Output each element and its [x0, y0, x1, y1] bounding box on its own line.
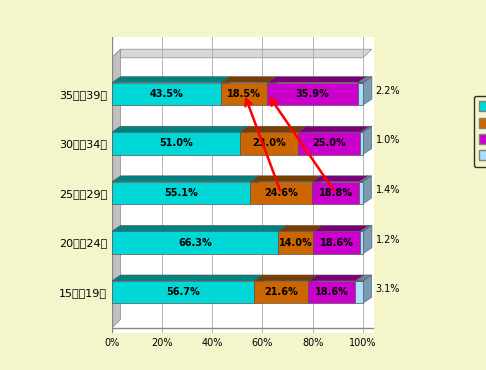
Bar	[221, 83, 267, 105]
Polygon shape	[254, 275, 263, 303]
Bar	[250, 182, 312, 204]
Bar	[240, 132, 297, 155]
Polygon shape	[363, 225, 372, 254]
Bar	[267, 83, 358, 105]
Text: 18.6%: 18.6%	[320, 238, 354, 248]
Text: 55.1%: 55.1%	[164, 188, 198, 198]
Bar	[355, 281, 363, 303]
Bar	[112, 132, 240, 155]
Polygon shape	[358, 77, 366, 105]
Legend: ケータイ, パソコン, テレビ, ゲーム機: ケータイ, パソコン, テレビ, ゲーム機	[474, 96, 486, 167]
Polygon shape	[313, 225, 369, 231]
Polygon shape	[112, 77, 230, 83]
Polygon shape	[254, 275, 317, 281]
Polygon shape	[278, 225, 322, 231]
Bar	[313, 231, 360, 254]
Polygon shape	[361, 126, 369, 155]
Polygon shape	[360, 225, 369, 254]
Text: 1.0%: 1.0%	[376, 135, 400, 145]
Polygon shape	[358, 77, 372, 83]
Text: 43.5%: 43.5%	[150, 89, 183, 99]
Polygon shape	[312, 176, 321, 204]
Bar	[358, 83, 363, 105]
Polygon shape	[267, 77, 276, 105]
Polygon shape	[309, 275, 317, 303]
Text: 35.9%: 35.9%	[295, 89, 330, 99]
Text: 56.7%: 56.7%	[166, 287, 200, 297]
Polygon shape	[355, 275, 364, 303]
Polygon shape	[240, 126, 249, 155]
Bar	[309, 281, 355, 303]
Polygon shape	[363, 176, 371, 204]
Text: 1.4%: 1.4%	[376, 185, 400, 195]
Polygon shape	[112, 49, 121, 328]
Polygon shape	[359, 176, 368, 204]
Polygon shape	[112, 176, 259, 182]
Bar	[297, 132, 361, 155]
Polygon shape	[112, 126, 249, 132]
Text: 14.0%: 14.0%	[279, 238, 312, 248]
Text: 3.1%: 3.1%	[376, 284, 400, 294]
Polygon shape	[360, 225, 372, 231]
Polygon shape	[363, 126, 372, 155]
Bar	[112, 231, 278, 254]
Polygon shape	[112, 225, 287, 231]
Polygon shape	[278, 225, 287, 254]
Polygon shape	[313, 225, 322, 254]
Text: 18.6%: 18.6%	[315, 287, 349, 297]
Text: 1.2%: 1.2%	[376, 235, 400, 245]
Bar	[112, 83, 221, 105]
Polygon shape	[312, 176, 368, 182]
Polygon shape	[297, 126, 369, 132]
Bar	[278, 231, 313, 254]
Text: 2.2%: 2.2%	[376, 86, 400, 96]
Bar	[361, 132, 363, 155]
Polygon shape	[250, 176, 259, 204]
Polygon shape	[359, 176, 371, 182]
Polygon shape	[297, 126, 306, 155]
Polygon shape	[363, 275, 372, 303]
Text: 21.6%: 21.6%	[264, 287, 298, 297]
Text: 51.0%: 51.0%	[159, 138, 192, 148]
Text: 25.0%: 25.0%	[312, 138, 346, 148]
Polygon shape	[250, 176, 321, 182]
Polygon shape	[267, 77, 366, 83]
Bar	[359, 182, 363, 204]
Bar	[112, 182, 250, 204]
Polygon shape	[112, 275, 263, 281]
Bar	[312, 182, 359, 204]
Text: 18.8%: 18.8%	[318, 188, 352, 198]
Polygon shape	[112, 49, 372, 58]
Polygon shape	[361, 126, 372, 132]
Polygon shape	[363, 77, 372, 105]
Polygon shape	[355, 275, 372, 281]
Polygon shape	[221, 77, 276, 83]
Polygon shape	[221, 77, 230, 105]
Bar	[254, 281, 309, 303]
Bar	[360, 231, 363, 254]
Polygon shape	[309, 275, 364, 281]
Text: 18.5%: 18.5%	[227, 89, 261, 99]
Bar	[112, 281, 254, 303]
Text: 66.3%: 66.3%	[178, 238, 212, 248]
Polygon shape	[240, 126, 306, 132]
Text: 23.0%: 23.0%	[252, 138, 286, 148]
Text: 24.6%: 24.6%	[264, 188, 298, 198]
